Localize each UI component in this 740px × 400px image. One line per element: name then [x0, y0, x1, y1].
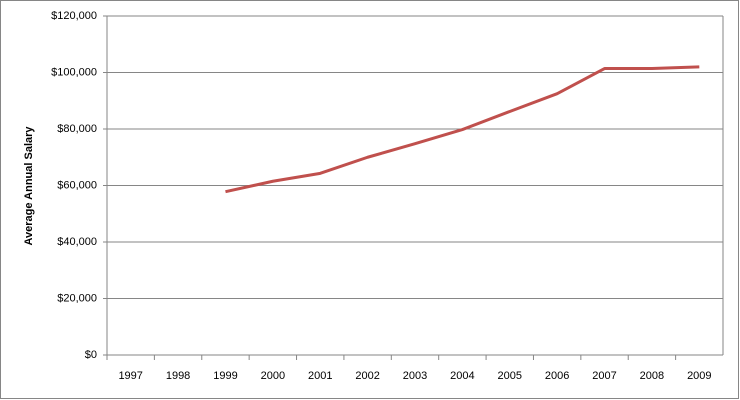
- y-tick-label: $80,000: [57, 123, 97, 135]
- x-tick-label: 1999: [213, 370, 237, 382]
- x-tick-label: 2006: [545, 370, 569, 382]
- x-tick-label: 2003: [403, 370, 427, 382]
- y-tick-label: $120,000: [51, 10, 97, 22]
- x-tick-label: 2000: [261, 370, 285, 382]
- x-tick-label: 1997: [118, 370, 142, 382]
- y-tick-label: $60,000: [57, 179, 97, 191]
- line-series: [225, 65, 700, 194]
- x-tick-label: 1998: [166, 370, 190, 382]
- x-tick-label: 2004: [450, 370, 474, 382]
- x-tick-label: 2007: [592, 370, 616, 382]
- y-tick-label: $20,000: [57, 292, 97, 304]
- y-tick-label: $40,000: [57, 236, 97, 248]
- y-axis-label: Average Annual Salary: [23, 126, 35, 246]
- x-tick-label: 2001: [308, 370, 332, 382]
- x-tick-label: 2008: [640, 370, 664, 382]
- y-tick-label: $100,000: [51, 66, 97, 78]
- y-tick-label: $0: [85, 349, 97, 361]
- x-tick-label: 2009: [687, 370, 711, 382]
- x-tick-label: 2005: [498, 370, 522, 382]
- x-tick-label: 2002: [355, 370, 379, 382]
